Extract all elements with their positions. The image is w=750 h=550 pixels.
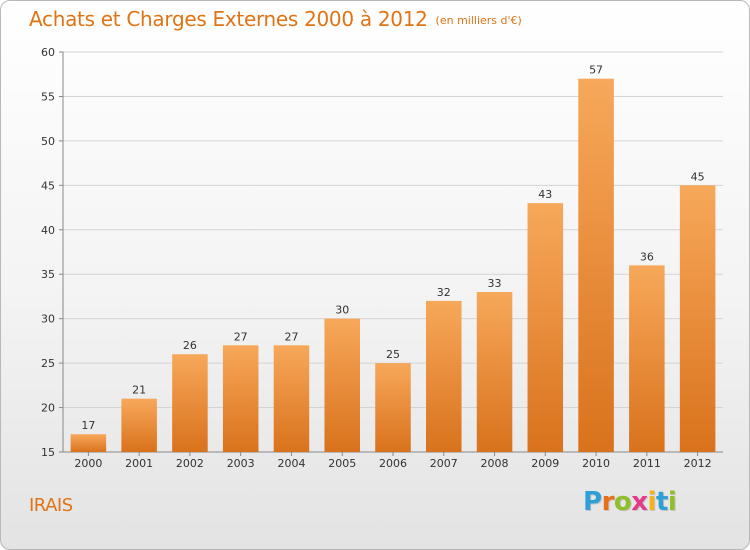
bar-value-label: 36	[640, 250, 654, 263]
x-tick-label: 2009	[531, 457, 559, 470]
bar-2000	[70, 434, 107, 452]
y-tick-label: 15	[41, 446, 55, 459]
y-tick-label: 20	[41, 402, 55, 415]
x-tick-label: 2002	[176, 457, 204, 470]
x-tick-label: 2012	[684, 457, 712, 470]
x-tick-label: 2010	[582, 457, 610, 470]
y-tick-label: 25	[41, 357, 55, 370]
y-tick-label: 55	[41, 90, 55, 103]
bar-2002	[172, 354, 208, 452]
bar-2006	[375, 363, 411, 452]
x-tick-label: 2003	[227, 457, 255, 470]
chart-title-main: Achats et Charges Externes 2000 à 2012	[29, 7, 428, 31]
chart-title-unit: (en milliers d'€)	[435, 14, 522, 27]
bar-value-label: 25	[386, 348, 400, 361]
bar-value-label: 27	[234, 330, 248, 343]
bar-2012	[679, 185, 716, 453]
x-tick-label: 2011	[633, 457, 661, 470]
bar-value-label: 43	[538, 188, 552, 201]
proxiti-logo: Proxiti	[583, 487, 677, 517]
y-tick-label: 50	[41, 135, 55, 148]
logo-letter: o	[613, 487, 632, 517]
x-tick-label: 2004	[277, 457, 305, 470]
bar-value-label: 27	[284, 330, 298, 343]
bar-2011	[629, 265, 665, 452]
bar-2008	[476, 292, 513, 452]
y-tick-label: 40	[41, 224, 55, 237]
x-tick-label: 2000	[74, 457, 102, 470]
bar-value-label: 45	[691, 170, 705, 183]
bar-value-label: 30	[335, 304, 349, 317]
x-tick-label: 2006	[379, 457, 407, 470]
logo-letter: P	[583, 487, 602, 517]
bar-value-label: 26	[183, 339, 197, 352]
bar-2007	[426, 300, 462, 452]
bar-2005	[324, 318, 360, 452]
y-tick-label: 45	[41, 179, 55, 192]
x-tick-label: 2007	[430, 457, 458, 470]
logo-letter: t	[655, 487, 668, 517]
logo-letter: i	[667, 487, 677, 517]
logo-letter: r	[601, 487, 615, 517]
x-tick-label: 2001	[125, 457, 153, 470]
bar-2010	[578, 78, 614, 453]
bar-value-label: 32	[437, 286, 451, 299]
y-tick-label: 35	[41, 268, 55, 281]
bar-value-label: 21	[132, 384, 146, 397]
bar-value-label: 57	[589, 64, 603, 77]
bar-value-label: 17	[81, 419, 95, 432]
x-tick-label: 2005	[328, 457, 356, 470]
bar-value-label: 33	[488, 277, 502, 290]
logo-letter: i	[647, 487, 657, 517]
x-tick-label: 2008	[481, 457, 509, 470]
chart-title: Achats et Charges Externes 2000 à 2012 (e…	[29, 7, 522, 31]
bar-2003	[222, 345, 259, 452]
commune-label: IRAIS	[29, 495, 73, 516]
bar-2009	[527, 203, 564, 452]
bar-2004	[273, 345, 310, 452]
logo-letter: x	[631, 487, 648, 517]
bar-2001	[121, 398, 157, 452]
y-tick-label: 30	[41, 313, 55, 326]
y-tick-label: 60	[41, 46, 55, 59]
